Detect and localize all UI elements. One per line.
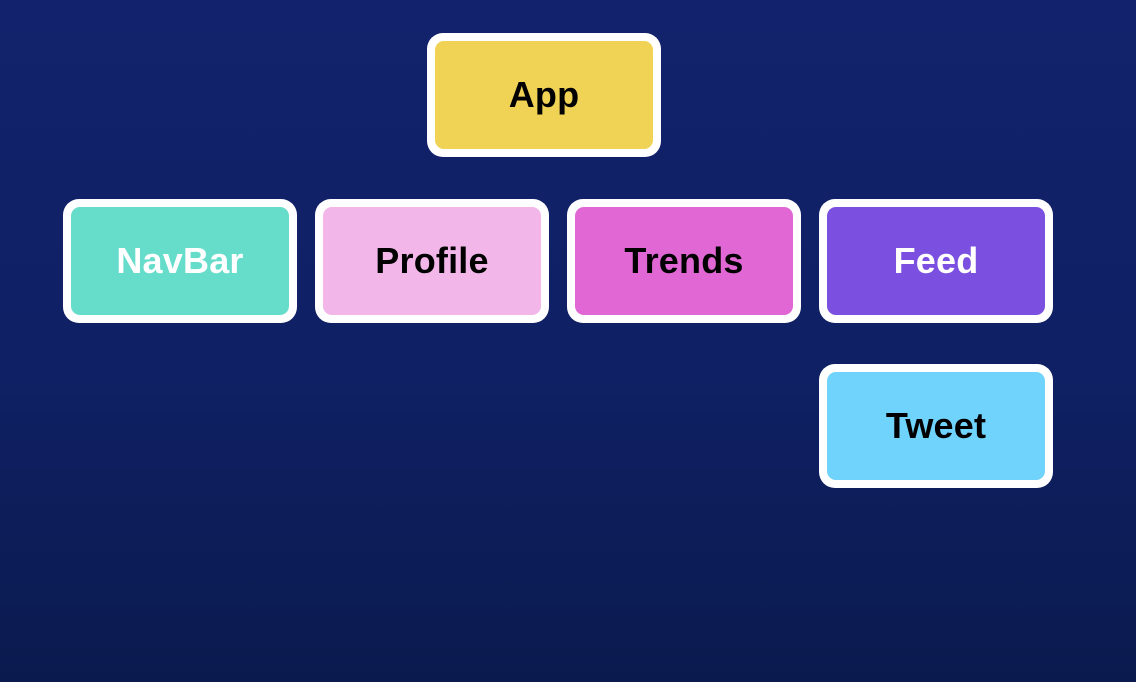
feed-node-label: Feed	[827, 207, 1045, 315]
navbar-node: NavBar	[63, 199, 297, 323]
tweet-node-label: Tweet	[827, 372, 1045, 480]
app-node-label: App	[435, 41, 653, 149]
profile-node: Profile	[315, 199, 549, 323]
tweet-node: Tweet	[819, 364, 1053, 488]
trends-node-label: Trends	[575, 207, 793, 315]
trends-node: Trends	[567, 199, 801, 323]
profile-node-label: Profile	[323, 207, 541, 315]
feed-node: Feed	[819, 199, 1053, 323]
navbar-node-label: NavBar	[71, 207, 289, 315]
app-node: App	[427, 33, 661, 157]
